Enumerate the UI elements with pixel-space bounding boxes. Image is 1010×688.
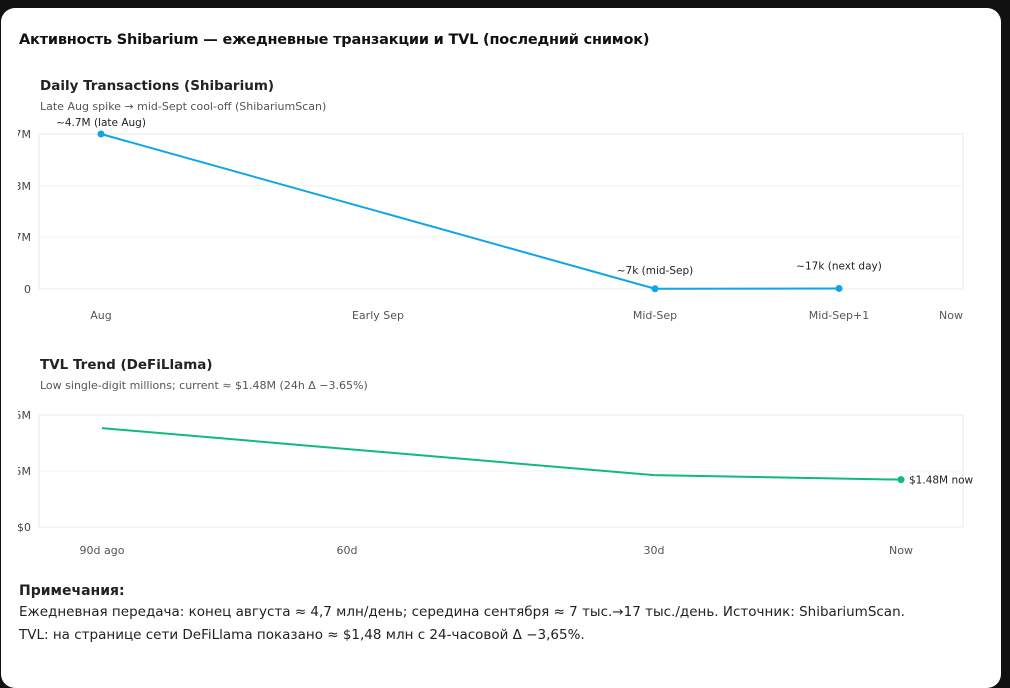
x-tick-label: Aug — [90, 309, 111, 322]
tvl-data-point — [897, 476, 905, 484]
y-tick-label: 1.57M — [18, 231, 31, 244]
data-label: ~7k (mid-Sep) — [617, 265, 693, 277]
y-tick-label: $0 — [18, 521, 31, 534]
page-title: Активность Shibarium — ежедневные транза… — [19, 32, 650, 48]
x-tick-label: Now — [889, 544, 913, 557]
tx-data-point — [97, 130, 105, 138]
y-tick-label: $1.75M — [18, 465, 31, 478]
note-line-1: Ежедневная передача: конец августа ≈ 4,7… — [19, 604, 905, 620]
tx-chart-title: Daily Transactions (Shibarium) — [40, 78, 275, 94]
notes-heading: Примечания: — [19, 583, 125, 599]
x-tick-label: 30d — [644, 544, 665, 557]
y-tick-label: 0 — [24, 283, 31, 296]
tx-data-point — [835, 284, 843, 292]
tx-chart: 0 1.57M 3.13M 4.7M Aug Early Sep Mid-Sep Mid-Se… — [18, 108, 1001, 328]
x-tick-label: Mid-Sep — [633, 309, 677, 322]
x-tick-label: Mid-Sep+1 — [809, 309, 869, 322]
data-label: ~17k (next day) — [796, 260, 882, 272]
y-tick-label: 4.7M — [18, 128, 31, 141]
tvl-chart-subtitle: Low single-digit millions; current ≈ $1.… — [40, 379, 368, 392]
note-line-2: TVL: на странице сети DeFiLlama показано… — [19, 627, 585, 643]
dashboard-card: Активность Shibarium — ежедневные транза… — [1, 8, 1001, 688]
y-tick-label: $3.5M — [18, 409, 31, 422]
y-tick-label: 3.13M — [18, 180, 31, 193]
tvl-chart-title: TVL Trend (DeFiLlama) — [40, 357, 213, 373]
x-tick-label: 60d — [337, 544, 358, 557]
tx-series-line — [100, 133, 840, 290]
tvl-chart: $0 $1.75M $3.5M 90d ago 60d 30d Now $1.48M now — [18, 398, 1001, 558]
tx-chart-subtitle: Late Aug spike → mid-Sept cool-off (Shib… — [40, 100, 327, 113]
data-label: $1.48M now — [909, 475, 974, 487]
data-label: ~4.7M (late Aug) — [56, 117, 146, 129]
x-tick-label: Early Sep — [352, 309, 404, 322]
x-tick-label: Now — [939, 309, 963, 322]
tvl-series-line — [101, 427, 902, 481]
x-tick-label: 90d ago — [80, 544, 125, 557]
tx-data-point — [651, 285, 659, 293]
